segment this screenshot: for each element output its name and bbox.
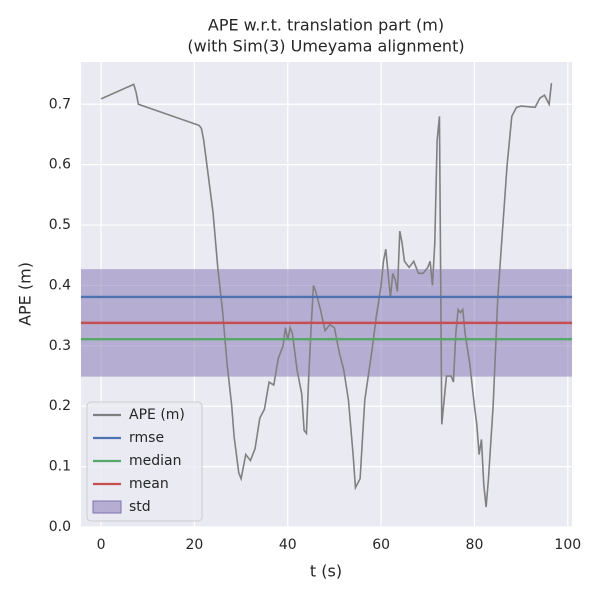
y-tick-label: 0.5 [49, 217, 71, 233]
y-tick-label: 0.7 [49, 96, 71, 112]
x-tick-label: 80 [466, 537, 484, 553]
y-tick-label: 0.6 [49, 157, 71, 173]
legend-label: median [129, 453, 181, 469]
y-tick-label: 0.4 [49, 277, 71, 293]
legend-swatch [92, 500, 122, 514]
y-axis-label: APE (m) [16, 262, 35, 326]
chart-title: APE w.r.t. translation part (m) [208, 16, 444, 35]
series-line [100, 83, 553, 508]
legend-label: APE (m) [129, 407, 185, 423]
y-tick-label: 0.0 [49, 519, 71, 535]
x-tick-label: 0 [97, 537, 106, 553]
legend-label: rmse [129, 430, 164, 446]
x-tick-label: 100 [554, 537, 581, 553]
y-tick-label: 0.2 [49, 398, 71, 414]
x-tick-label: 40 [279, 537, 297, 553]
legend-label: std [129, 499, 151, 515]
x-tick-label: 60 [372, 537, 390, 553]
y-tick-label: 0.3 [49, 338, 71, 354]
chart-subtitle: (with Sim(3) Umeyama alignment) [187, 37, 464, 56]
legend-label: mean [129, 476, 169, 492]
legend-box [86, 401, 203, 522]
x-tick-label: 20 [186, 537, 204, 553]
x-axis-label: t (s) [310, 562, 342, 581]
y-tick-label: 0.1 [49, 459, 71, 475]
